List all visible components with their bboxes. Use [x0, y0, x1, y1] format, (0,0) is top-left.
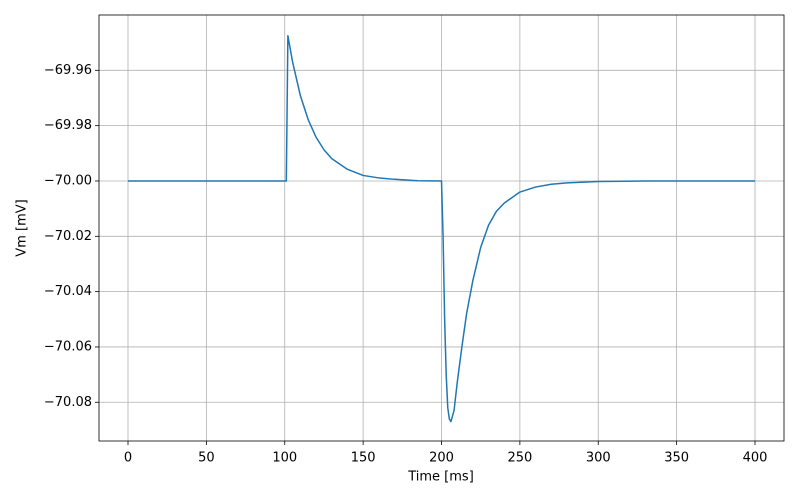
y-tick-label: −70.04 — [44, 284, 92, 299]
x-tick-label: 250 — [507, 451, 532, 466]
x-tick-label: 400 — [743, 451, 768, 466]
x-axis-label: Time [ms] — [407, 470, 474, 485]
y-tick-label: −70.08 — [44, 395, 92, 410]
data-line — [128, 35, 755, 423]
x-tick-label: 150 — [351, 451, 376, 466]
y-axis-label: Vm [mV] — [15, 199, 30, 256]
plot-frame — [98, 14, 785, 442]
x-tick-label: 100 — [272, 451, 297, 466]
y-tick-label: −69.98 — [44, 118, 92, 133]
x-tick-label: 0 — [124, 451, 132, 466]
x-tick-label: 350 — [664, 451, 689, 466]
x-tick-label: 50 — [198, 451, 215, 466]
y-tick-label: −70.00 — [44, 173, 92, 188]
y-tick-label: −70.02 — [44, 229, 92, 244]
x-tick-label: 300 — [586, 451, 611, 466]
y-tick-label: −69.96 — [44, 63, 92, 78]
y-tick-label: −70.06 — [44, 339, 92, 354]
x-tick-label: 200 — [429, 451, 454, 466]
